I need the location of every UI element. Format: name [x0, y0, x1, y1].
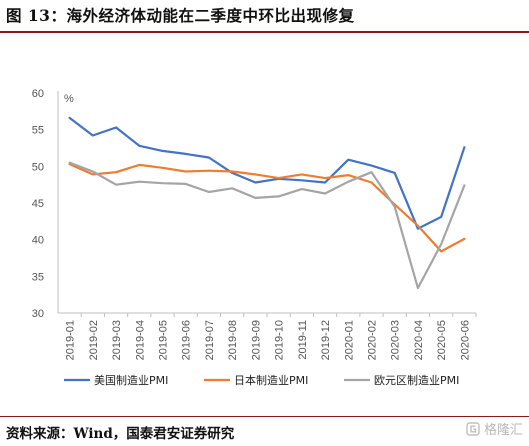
series-line-2: [68, 163, 466, 253]
x-tick-label: 2019-03: [111, 320, 123, 360]
source-rule: [0, 416, 529, 417]
title-rule: [0, 31, 529, 33]
y-tick-label: 30: [32, 308, 44, 320]
y-tick-label: 50: [32, 161, 44, 173]
y-tick-label: 60: [32, 88, 44, 100]
x-tick-label: 2020-02: [367, 320, 379, 360]
y-tick-label: 45: [32, 198, 44, 210]
x-tick-label: 2019-09: [250, 320, 262, 360]
x-tick-label: 2019-06: [181, 320, 193, 360]
series-lines: [68, 116, 466, 290]
watermark: 格隆汇: [466, 419, 523, 438]
x-tick-label: 2020-06: [459, 320, 471, 360]
gelonghui-logo-icon: [466, 421, 480, 436]
y-tick-label: 55: [32, 125, 44, 137]
figure-title: 图 13：海外经济体动能在二季度中环比出现修复: [6, 6, 355, 25]
legend-label: 欧元区制造业PMI: [374, 373, 459, 387]
source-note: 资料来源：Wind，国泰君安证券研究: [6, 426, 235, 442]
x-tick-label: 2020-05: [436, 320, 448, 360]
legend: 美国制造业PMI 日本制造业PMI 欧元区制造业PMI: [64, 373, 459, 387]
legend-label: 日本制造业PMI: [234, 373, 308, 387]
series-line-3: [68, 161, 466, 290]
x-tick-label: 2019-11: [297, 320, 309, 360]
x-tick-label: 2019-04: [134, 320, 146, 360]
x-tick-label: 2020-04: [413, 320, 425, 360]
x-tick-label: 2019-02: [88, 320, 100, 360]
watermark-text: 格隆汇: [483, 423, 523, 438]
x-tick-label: 2019-01: [65, 320, 77, 360]
x-tick-label: 2020-01: [343, 320, 355, 360]
x-tick-label: 2019-08: [227, 320, 239, 360]
x-tick-label: 2020-03: [390, 320, 402, 360]
axes: 30 35 40 45 50 55 60 2019-01 2019-02 2019-03 2019-…: [32, 88, 477, 360]
x-tick-label: 2019-07: [204, 320, 216, 360]
x-tick-label: 2019-12: [320, 320, 332, 360]
x-tick-label: 2019-10: [274, 320, 286, 360]
y-tick-label: 35: [32, 271, 44, 283]
series-line-1: [68, 116, 466, 230]
y-axis-unit: %: [64, 93, 74, 105]
y-tick-label: 40: [32, 235, 44, 247]
x-tick-label: 2019-05: [158, 320, 170, 360]
legend-label: 美国制造业PMI: [94, 373, 168, 387]
